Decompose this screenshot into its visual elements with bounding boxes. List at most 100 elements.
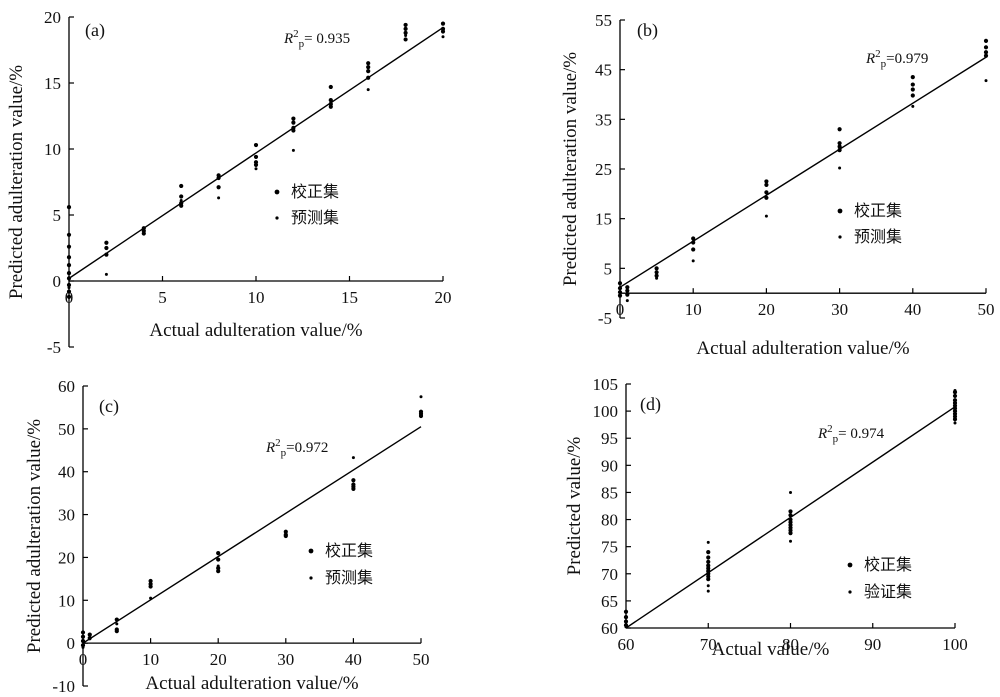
calibration-point — [216, 569, 221, 574]
panel-label: (b) — [637, 20, 658, 41]
r2-annotation: R2p=0.972 — [265, 437, 328, 459]
calibration-point — [983, 38, 989, 43]
calibration-point — [691, 236, 696, 241]
calibration-point — [910, 87, 915, 92]
y-tick-label: -5 — [47, 338, 61, 357]
y-axis-label: Predicted adulteration value/% — [24, 419, 45, 653]
calibration-point — [148, 584, 153, 589]
calibration-point — [66, 204, 72, 210]
fit-line — [625, 406, 956, 629]
calibration-point — [654, 266, 659, 271]
prediction-point — [764, 214, 768, 218]
prediction-point — [81, 645, 85, 649]
prediction-point — [366, 88, 370, 92]
calibration-point — [623, 609, 629, 614]
prediction-point — [838, 166, 842, 170]
y-tick-label: 50 — [58, 420, 75, 439]
calibration-point — [114, 629, 119, 634]
x-tick-label: 20 — [758, 300, 775, 319]
calibration-point — [66, 255, 72, 260]
prediction-point — [67, 286, 71, 290]
x-tick-label: 20 — [210, 650, 227, 669]
legend-label: 预测集 — [325, 568, 373, 587]
r2-annotation: R2p= 0.935 — [283, 28, 350, 50]
calibration-point — [625, 285, 630, 290]
calibration-point — [216, 557, 221, 562]
calibration-point — [351, 478, 356, 483]
calibration-point — [66, 232, 72, 237]
x-axis-label: Actual adulteration value/% — [696, 338, 909, 359]
calibration-point — [910, 75, 915, 80]
y-tick-label: 60 — [58, 377, 75, 396]
calibration-point — [910, 82, 915, 87]
calibration-point — [66, 282, 72, 288]
calibration-point — [66, 270, 72, 276]
y-tick-label: 5 — [604, 259, 613, 278]
fit-line — [619, 56, 987, 288]
x-tick-label: 5 — [158, 288, 167, 307]
prediction-point — [179, 198, 183, 202]
calibration-point — [366, 65, 371, 70]
x-axis-label: Actual adulteration value/% — [149, 320, 362, 341]
calibration-point — [80, 630, 86, 635]
prediction-point — [115, 622, 119, 626]
x-tick-label: 30 — [831, 300, 848, 319]
calibration-point — [104, 240, 109, 245]
prediction-point — [441, 35, 445, 39]
legend-marker — [837, 208, 843, 214]
y-axis-label: Predicted adulteration value/% — [560, 52, 581, 286]
legend-marker — [309, 576, 313, 580]
y-tick-label: 40 — [58, 463, 75, 482]
y-tick-label: 10 — [44, 140, 61, 159]
y-tick-label: -5 — [598, 309, 612, 328]
legend-label: 校正集 — [854, 201, 902, 220]
calibration-point — [691, 247, 696, 252]
calibration-point — [788, 509, 793, 514]
calibration-point — [623, 615, 629, 620]
prediction-point — [404, 33, 408, 37]
calibration-point — [625, 288, 630, 293]
y-tick-label: 20 — [44, 8, 61, 27]
calibration-point — [283, 533, 288, 539]
calibration-point — [148, 578, 153, 584]
calibration-point — [440, 29, 446, 34]
y-tick-label: 15 — [44, 74, 61, 93]
calibration-point — [351, 486, 356, 491]
x-tick-label: 100 — [942, 635, 968, 654]
calibration-point — [403, 37, 408, 42]
prediction-point — [691, 259, 695, 263]
x-axis-label: Actual value/% — [712, 639, 830, 660]
y-tick-label: 90 — [601, 456, 618, 475]
chart-panel-1: -50510152005101520Actual adulteration va… — [6, 8, 452, 357]
calibration-point — [764, 179, 769, 184]
calibration-point — [66, 263, 72, 268]
calibration-point — [617, 286, 623, 291]
y-tick-label: 70 — [601, 565, 618, 584]
calibration-point — [80, 638, 86, 644]
x-tick-label: 40 — [904, 300, 921, 319]
calibration-point — [291, 116, 296, 121]
calibration-point — [837, 144, 842, 149]
legend-marker — [838, 235, 842, 239]
calibration-point — [983, 45, 989, 50]
y-tick-label: 0 — [67, 634, 76, 653]
prediction-point — [149, 596, 153, 600]
calibration-point — [983, 53, 989, 58]
x-tick-label: 30 — [277, 650, 294, 669]
prediction-point — [104, 272, 108, 276]
calibration-point — [403, 26, 408, 31]
prediction-point — [291, 148, 295, 152]
y-tick-label: 0 — [53, 272, 62, 291]
calibration-point — [179, 203, 184, 208]
y-tick-label: 75 — [601, 538, 618, 557]
calibration-point — [291, 128, 296, 133]
prediction-point — [88, 637, 92, 641]
x-tick-label: 20 — [435, 288, 452, 307]
calibration-point — [141, 231, 146, 236]
legend-marker — [275, 216, 279, 220]
x-tick-label: 10 — [685, 300, 702, 319]
prediction-point — [216, 564, 220, 568]
prediction-point — [911, 104, 915, 108]
prediction-point — [217, 196, 221, 200]
